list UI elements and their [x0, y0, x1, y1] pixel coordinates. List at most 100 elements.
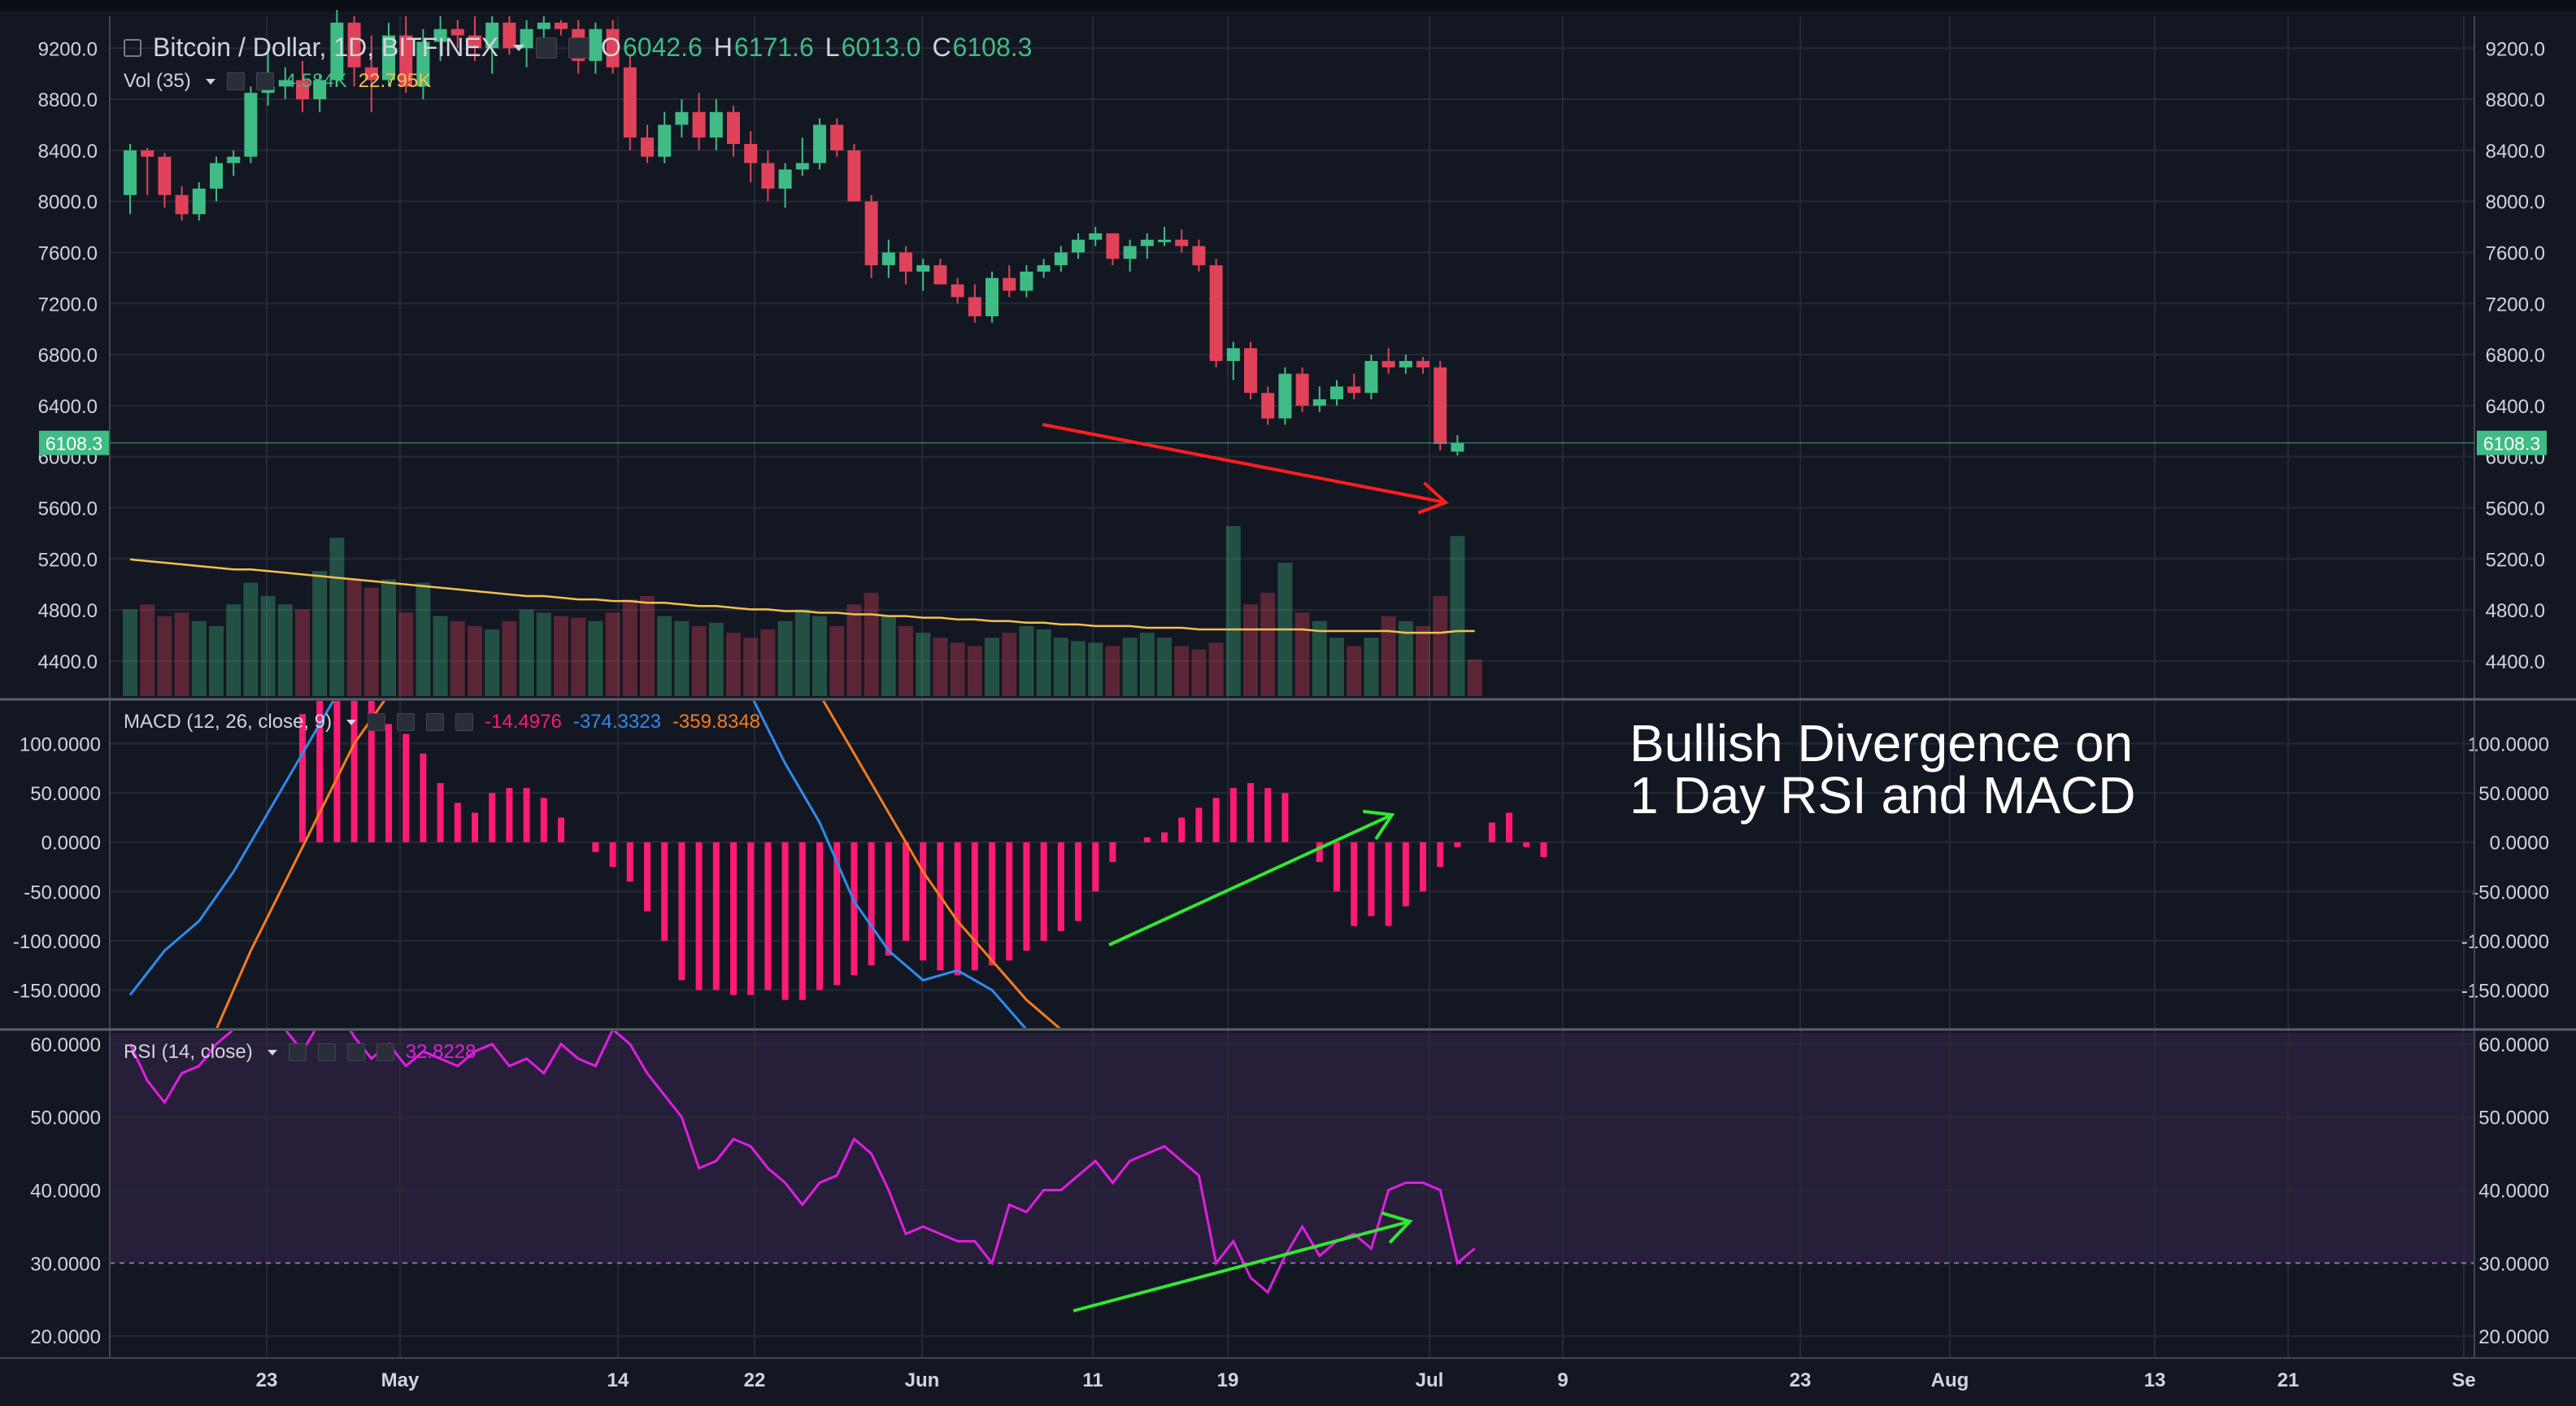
macd-histogram-bar	[489, 793, 496, 842]
collapse-toggle[interactable]	[124, 38, 141, 57]
candle-body	[589, 28, 603, 61]
volume-bar	[1225, 525, 1241, 696]
macd-histogram-bar	[1247, 783, 1254, 842]
eye-icon[interactable]	[536, 37, 558, 59]
volume-bar	[1433, 596, 1448, 696]
macd-axis-tick-left: 100.0000	[20, 734, 101, 756]
macd-histogram-bar	[1281, 793, 1289, 842]
settings-icon[interactable]	[317, 1043, 336, 1061]
volume-bar	[312, 571, 328, 696]
macd-divergence-arrow-head	[1363, 809, 1395, 841]
macd-histogram-bar	[1264, 788, 1272, 842]
time-axis-tick: 9	[1557, 1369, 1568, 1391]
macd-histogram-bar	[626, 842, 633, 882]
macd-histogram-bar	[954, 842, 961, 976]
candle-body	[1020, 272, 1033, 291]
candle-body	[864, 201, 878, 266]
volume-header: Vol (35) 4.584K 22.795K	[124, 70, 431, 93]
symbol-title[interactable]: Bitcoin / Dollar, 1D, BITFINEX	[153, 33, 499, 62]
chevron-down-icon[interactable]	[346, 719, 357, 725]
macd-axis-tick-right: 100.0000	[2468, 734, 2549, 756]
volume-bar	[691, 625, 707, 696]
price-axis-tick-left: 7600.0	[38, 242, 98, 264]
volume-bar	[708, 622, 724, 696]
volume-bar	[1295, 612, 1310, 696]
candle-body	[416, 41, 430, 87]
candle-body	[1123, 246, 1137, 259]
macd-histogram-bar	[1143, 837, 1151, 842]
volume-bar	[1053, 638, 1068, 696]
macd-histogram-bar	[1229, 788, 1237, 842]
macd-axis-tick-left: -150.0000	[13, 981, 101, 1003]
candle-body	[1089, 233, 1103, 240]
eye-icon[interactable]	[368, 713, 386, 731]
macd-histogram-bar	[920, 842, 927, 961]
settings-icon[interactable]	[255, 72, 274, 90]
candle-body	[520, 28, 533, 49]
macd-histogram-bar	[368, 701, 375, 842]
chevron-down-icon[interactable]	[267, 1049, 277, 1056]
volume-bar	[519, 609, 534, 696]
candle-body	[1003, 277, 1016, 291]
macd-histogram-bar	[833, 842, 841, 986]
chevron-down-icon[interactable]	[205, 78, 215, 85]
volume-bar	[209, 625, 224, 696]
macd-histogram-bar	[1040, 842, 1047, 941]
time-axis-tick: 21	[2278, 1369, 2300, 1391]
candle-body	[951, 284, 964, 298]
volume-bar	[674, 620, 690, 696]
rsi-plot-group	[128, 1031, 1476, 1295]
volume-bar	[571, 617, 586, 696]
rsi-axis-tick-left: 30.0000	[30, 1253, 101, 1275]
add-icon[interactable]	[426, 713, 445, 731]
last-price-label-left: 6108.3	[46, 433, 102, 455]
volume-bar	[157, 616, 172, 696]
macd-histogram-bar	[678, 842, 685, 981]
volume-bar	[1467, 659, 1482, 696]
macd-histogram-bar	[764, 842, 772, 990]
volume-bar	[967, 646, 982, 696]
add-icon[interactable]	[346, 1043, 365, 1061]
volume-bar	[450, 620, 465, 696]
macd-histogram-bar	[816, 842, 823, 990]
time-axis-tick: 11	[1082, 1369, 1103, 1391]
settings-icon[interactable]	[397, 713, 416, 731]
candle-body	[727, 111, 740, 145]
macd-histogram-bar	[609, 842, 616, 868]
volume-bar	[1243, 604, 1258, 696]
rsi-axis-tick-right: 30.0000	[2478, 1253, 2549, 1275]
candle-body	[296, 80, 309, 100]
volume-bar	[140, 604, 155, 696]
volume-bar	[1329, 638, 1344, 696]
volume-bar	[622, 599, 637, 696]
price-axis-tick-right: 4800.0	[2486, 600, 2545, 622]
price-axis-tick-left: 6400.0	[38, 396, 98, 418]
symbol-header: Bitcoin / Dollar, 1D, BITFINEX O 6042.6 H…	[124, 33, 1032, 63]
settings-icon[interactable]	[568, 37, 590, 59]
eye-icon[interactable]	[288, 1043, 307, 1061]
time-axis-tick: 19	[1217, 1369, 1239, 1391]
macd-histogram-bar	[1351, 842, 1358, 926]
macd-axis-tick-right: -50.0000	[2472, 881, 2549, 903]
candle-body	[795, 163, 809, 170]
candle-body	[968, 297, 981, 316]
candle-body	[675, 111, 689, 125]
macd-label[interactable]: MACD (12, 26, close, 9)	[124, 711, 333, 733]
volume-bar	[1381, 616, 1396, 696]
volume-bar	[1105, 646, 1120, 696]
macd-histogram-bar	[661, 842, 668, 941]
candle-body	[641, 137, 654, 157]
chevron-down-icon[interactable]	[513, 44, 525, 51]
volume-label[interactable]: Vol (35)	[124, 70, 191, 92]
close-icon[interactable]	[376, 1043, 394, 1061]
eye-icon[interactable]	[226, 72, 245, 90]
rsi-label[interactable]: RSI (14, close)	[124, 1041, 253, 1063]
close-icon[interactable]	[455, 713, 474, 731]
macd-histogram-bar	[523, 788, 530, 842]
price-axis-tick-right: 9200.0	[2486, 38, 2545, 60]
candle-body	[244, 93, 258, 157]
macd-histogram-bar	[1437, 842, 1444, 868]
candle-body	[1312, 399, 1326, 406]
volume-bar	[502, 620, 517, 696]
